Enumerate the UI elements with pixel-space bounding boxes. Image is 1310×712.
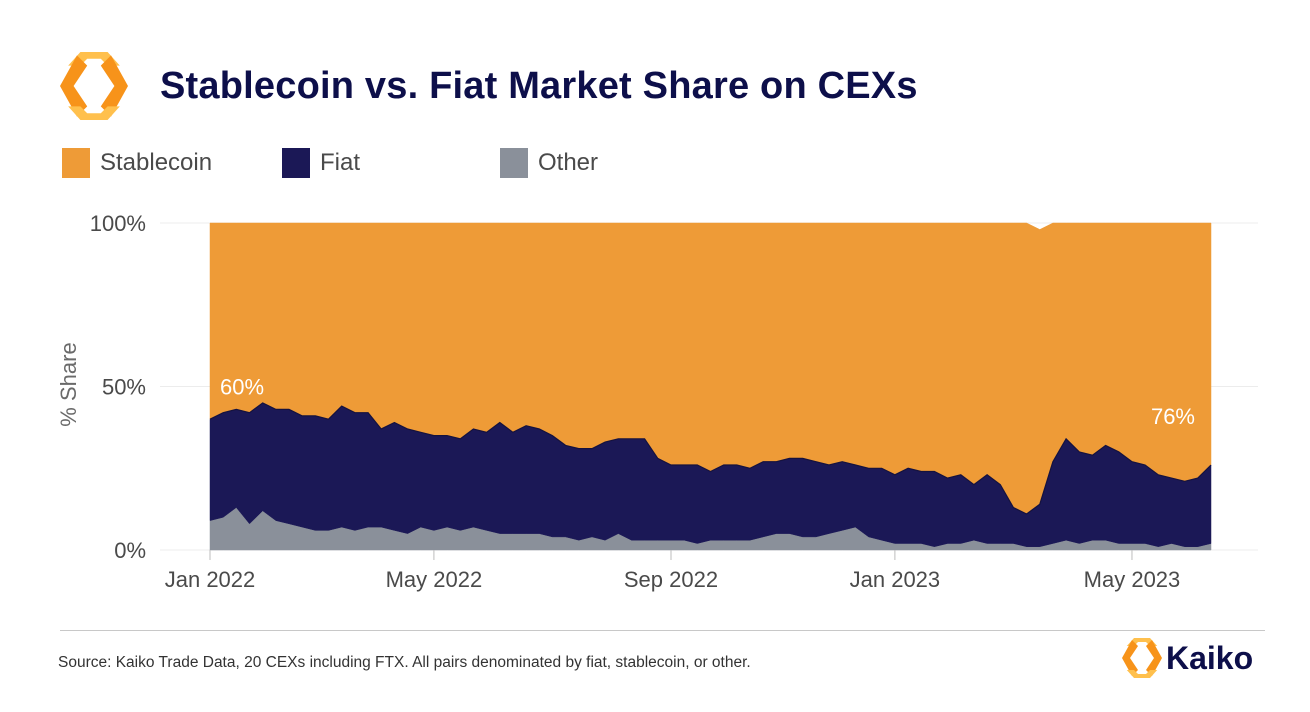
legend-item-other[interactable]: Other (500, 148, 598, 178)
y-axis-title: % Share (56, 342, 81, 426)
source-note: Source: Kaiko Trade Data, 20 CEXs includ… (58, 654, 751, 671)
brand-name: Kaiko (1166, 639, 1254, 676)
legend-swatch-other (500, 148, 528, 178)
fiat-boundary-line (209, 402, 1212, 515)
footer-divider (60, 630, 1265, 631)
legend-swatch-stablecoin (62, 148, 90, 178)
kaiko-brand-icon (1122, 638, 1162, 678)
y-tick-label: 100% (90, 211, 146, 236)
legend-label-fiat: Fiat (320, 149, 361, 176)
legend-swatch-fiat (282, 148, 310, 178)
annotation-label: 60% (220, 375, 264, 400)
x-tick-label: May 2022 (386, 567, 483, 592)
chart-title: Stablecoin vs. Fiat Market Share on CEXs (160, 64, 918, 107)
y-tick-label: 50% (102, 375, 146, 400)
x-tick-label: May 2023 (1084, 567, 1181, 592)
kaiko-logo-icon (60, 52, 128, 120)
legend-label-stablecoin: Stablecoin (100, 149, 213, 176)
x-tick-label: Sep 2022 (624, 567, 718, 592)
chart-legend: Stablecoin Fiat Other (62, 148, 598, 178)
y-tick-label: 0% (114, 538, 146, 563)
brand-logo: Kaiko (1122, 638, 1253, 678)
legend-item-stablecoin[interactable]: Stablecoin (62, 148, 282, 178)
x-tick-label: Jan 2023 (850, 567, 941, 592)
legend-item-fiat[interactable]: Fiat (282, 148, 500, 178)
x-tick-label: Jan 2022 (165, 567, 256, 592)
annotation-label: 76% (1151, 404, 1195, 429)
chart-header: Stablecoin vs. Fiat Market Share on CEXs (60, 52, 918, 120)
legend-label-other: Other (538, 149, 599, 176)
